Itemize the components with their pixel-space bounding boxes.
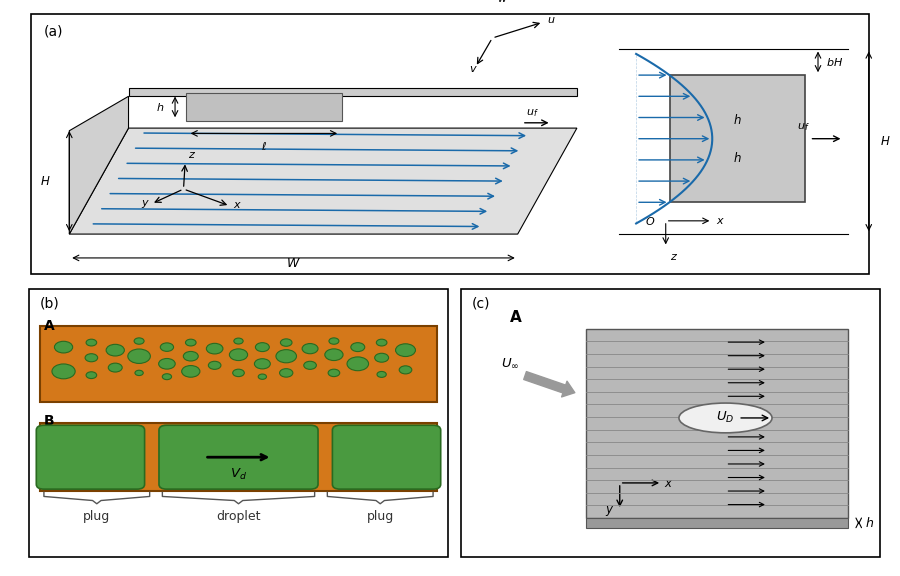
Circle shape <box>208 361 220 369</box>
Circle shape <box>325 349 343 361</box>
Polygon shape <box>586 518 848 528</box>
Circle shape <box>134 338 144 344</box>
Text: $bH$: $bH$ <box>826 56 843 68</box>
Circle shape <box>374 353 389 362</box>
Text: A: A <box>509 310 521 325</box>
Circle shape <box>351 343 364 351</box>
Circle shape <box>281 339 292 346</box>
Text: $U_D$: $U_D$ <box>716 410 734 426</box>
Circle shape <box>86 339 96 346</box>
Text: A: A <box>44 319 55 333</box>
Circle shape <box>158 358 176 369</box>
Circle shape <box>182 366 200 377</box>
Circle shape <box>255 359 270 369</box>
Text: $x$: $x$ <box>716 216 725 226</box>
Circle shape <box>258 374 266 380</box>
FancyBboxPatch shape <box>40 423 437 491</box>
Circle shape <box>304 361 317 369</box>
Text: plug: plug <box>83 510 111 523</box>
Circle shape <box>160 343 174 351</box>
Text: $u_f$: $u_f$ <box>526 107 539 119</box>
Circle shape <box>256 343 269 351</box>
FancyBboxPatch shape <box>40 326 437 401</box>
Circle shape <box>135 370 143 376</box>
Polygon shape <box>129 88 577 96</box>
Text: $h$: $h$ <box>734 151 742 165</box>
Text: $u$: $u$ <box>547 15 556 25</box>
Circle shape <box>400 366 412 374</box>
Text: $v$: $v$ <box>469 65 477 74</box>
Polygon shape <box>69 96 129 234</box>
Text: $z$: $z$ <box>670 252 678 262</box>
Circle shape <box>376 339 387 346</box>
Text: $W$: $W$ <box>286 257 301 270</box>
FancyBboxPatch shape <box>186 93 342 121</box>
Text: $h$: $h$ <box>865 516 874 530</box>
Polygon shape <box>586 328 848 518</box>
FancyArrowPatch shape <box>524 372 575 397</box>
Text: $h$: $h$ <box>734 113 742 127</box>
Circle shape <box>106 344 124 356</box>
FancyBboxPatch shape <box>332 425 441 489</box>
Text: plug: plug <box>366 510 394 523</box>
Circle shape <box>108 363 122 372</box>
Text: (c): (c) <box>472 296 491 310</box>
Text: (b): (b) <box>40 296 59 310</box>
Circle shape <box>234 338 243 344</box>
Text: droplet: droplet <box>216 510 261 523</box>
Text: B: B <box>44 414 55 428</box>
Text: $x$: $x$ <box>232 200 241 210</box>
Circle shape <box>128 349 150 363</box>
Circle shape <box>377 372 386 377</box>
Text: $u_f$: $u_f$ <box>796 121 810 133</box>
Circle shape <box>347 357 369 371</box>
Polygon shape <box>69 128 577 234</box>
Text: $y$: $y$ <box>141 198 150 210</box>
Text: $z$: $z$ <box>188 150 196 160</box>
Circle shape <box>280 369 292 377</box>
Text: $y$: $y$ <box>605 503 615 518</box>
Text: $H$: $H$ <box>880 135 890 148</box>
Circle shape <box>233 369 244 377</box>
Circle shape <box>206 343 223 354</box>
Text: $\ell$: $\ell$ <box>261 141 267 152</box>
Circle shape <box>329 338 339 344</box>
Text: $O$: $O$ <box>645 215 655 227</box>
Ellipse shape <box>679 403 772 433</box>
Circle shape <box>302 343 318 354</box>
Circle shape <box>54 342 73 353</box>
Text: $V_d$: $V_d$ <box>230 467 247 482</box>
Circle shape <box>86 354 98 362</box>
Circle shape <box>185 339 196 346</box>
Text: (a): (a) <box>44 25 63 39</box>
Circle shape <box>276 350 296 363</box>
Circle shape <box>86 372 96 378</box>
Text: $U_\infty$: $U_\infty$ <box>501 357 519 370</box>
Circle shape <box>328 369 339 377</box>
Text: $x$: $x$ <box>664 477 673 490</box>
Circle shape <box>396 344 416 357</box>
FancyBboxPatch shape <box>670 75 806 202</box>
Text: $H$: $H$ <box>40 175 50 188</box>
FancyBboxPatch shape <box>159 425 318 489</box>
Text: $w$: $w$ <box>497 0 508 4</box>
Circle shape <box>52 364 76 379</box>
Circle shape <box>230 349 248 361</box>
Text: $h$: $h$ <box>156 101 164 113</box>
FancyBboxPatch shape <box>36 425 145 489</box>
Circle shape <box>184 351 198 361</box>
Circle shape <box>162 374 172 380</box>
